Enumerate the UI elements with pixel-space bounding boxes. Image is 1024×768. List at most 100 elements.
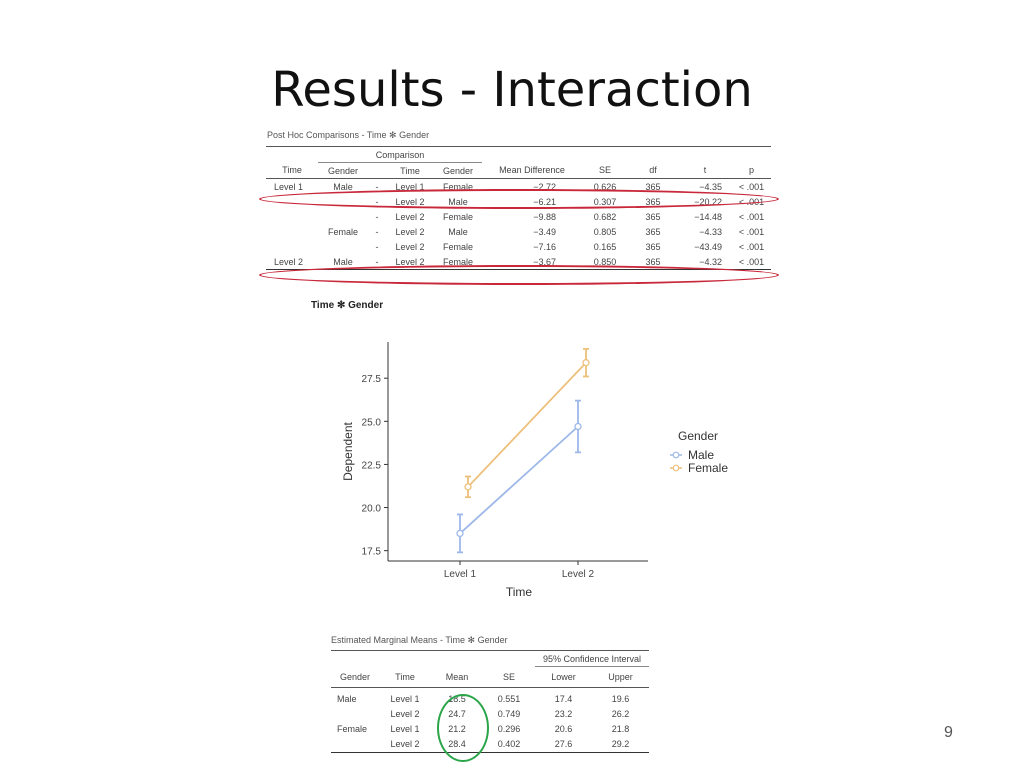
column-header: p <box>748 165 754 176</box>
column-header <box>368 163 386 179</box>
x-tick-label: Level 2 <box>562 569 595 580</box>
table-row: - Level 2 Female −9.88 0.682 365 −14.48 < .001 <box>266 209 771 224</box>
table-cell: - <box>375 211 379 222</box>
table-cell: 0.682 <box>593 211 617 222</box>
emm-group-header-row: 95% Confidence Interval <box>331 650 649 667</box>
column-header: Time <box>379 666 431 688</box>
table-cell: Male <box>333 181 353 192</box>
table-cell: 26.2 <box>611 709 630 719</box>
posthoc-table-title: Post Hoc Comparisons - Time ✻ Gender <box>267 130 430 140</box>
table-cell: < .001 <box>738 226 765 237</box>
table-cell: −14.48 <box>694 211 722 222</box>
comparison-header: Comparison <box>318 146 482 163</box>
column-header: Time <box>400 165 420 176</box>
data-point <box>456 529 464 538</box>
table-cell: Level 2 <box>395 241 425 252</box>
column-header: SE <box>598 165 611 176</box>
table-cell <box>266 239 318 254</box>
highlight-ellipse <box>259 265 779 285</box>
table-cell: −9.88 <box>533 211 556 222</box>
table-row: Level 1 Male - Level 1 Female −2.72 0.626 365 −4… <box>266 179 771 195</box>
table-cell: 0.626 <box>593 181 617 192</box>
column-header: df <box>649 165 657 176</box>
posthoc-group-header-row: Comparison <box>266 146 771 163</box>
table-cell: - <box>375 241 379 252</box>
table-cell: < .001 <box>738 181 765 192</box>
ci-header: 95% Confidence Interval <box>535 650 649 667</box>
x-tick-label: Level 1 <box>444 569 477 580</box>
table-cell: Male <box>337 694 357 704</box>
table-cell <box>318 209 368 224</box>
column-header: t <box>703 165 707 176</box>
table-cell <box>331 707 379 722</box>
table-cell: 20.6 <box>554 724 573 734</box>
table-cell: Female <box>442 211 473 222</box>
table-cell <box>318 239 368 254</box>
table-cell <box>266 209 318 224</box>
data-point <box>582 359 590 367</box>
legend-marker <box>672 451 680 459</box>
table-cell: - <box>375 181 379 192</box>
column-header: Upper <box>592 666 649 688</box>
table-cell: 365 <box>645 211 661 222</box>
table-cell: 0.296 <box>497 724 521 734</box>
emm-table: 95% Confidence Interval Gender Time Mean… <box>331 650 649 753</box>
table-cell: < .001 <box>732 254 771 270</box>
table-cell: Level 1 <box>395 181 425 192</box>
highlight-ellipse <box>259 189 779 209</box>
column-header: Time <box>282 165 302 176</box>
table-cell: Female <box>327 226 358 237</box>
legend-marker <box>672 464 680 472</box>
table-cell: - <box>375 226 379 237</box>
table-cell: 365 <box>645 241 661 252</box>
table-cell: 365 <box>645 181 661 192</box>
table-cell: 0.551 <box>497 694 521 704</box>
table-cell: Level 2 <box>395 211 425 222</box>
legend-label: Female <box>688 461 728 475</box>
table-cell: < .001 <box>738 211 765 222</box>
table-cell: −4.35 <box>699 181 722 192</box>
table-cell: 29.2 <box>592 736 649 753</box>
table-cell: 27.6 <box>535 736 592 753</box>
table-cell: 17.4 <box>554 694 573 704</box>
y-axis-title: Dependent <box>341 421 355 480</box>
table-row: Level 2 28.4 0.402 27.6 29.2 <box>331 736 649 753</box>
legend-title: Gender <box>678 429 718 443</box>
table-cell: 19.6 <box>611 694 630 704</box>
table-row: Female - Level 2 Male −3.49 0.805 365 −4.33 < .0… <box>266 224 771 239</box>
table-cell: Female <box>442 181 473 192</box>
y-tick-label: 22.5 <box>362 460 382 471</box>
table-row: Male Level 1 18.5 0.551 17.4 19.6 <box>331 687 649 707</box>
table-cell: Female <box>337 724 368 734</box>
table-cell: 0.805 <box>593 226 617 237</box>
column-header: Gender <box>331 666 379 688</box>
series-line <box>459 425 579 535</box>
emm-header-row: Gender Time Mean SE Lower Upper <box>331 666 649 688</box>
table-cell: 0.402 <box>483 736 535 753</box>
table-cell: < .001 <box>738 241 765 252</box>
x-axis-title: Time <box>506 585 533 599</box>
table-cell: 21.8 <box>611 724 630 734</box>
table-cell: 365 <box>645 226 661 237</box>
table-cell: 0.165 <box>593 241 617 252</box>
emm-table-title: Estimated Marginal Means - Time ✻ Gender <box>331 635 508 645</box>
table-row: - Level 2 Female −7.16 0.165 365 −43.49 < .001 <box>266 239 771 254</box>
table-row: Level 2 24.7 0.749 23.2 26.2 <box>331 707 649 722</box>
column-header: Mean Difference <box>499 165 565 176</box>
data-point <box>574 422 582 431</box>
table-cell: Female <box>442 241 473 252</box>
column-header: Mean <box>431 666 483 688</box>
y-tick-label: 20.0 <box>362 504 382 515</box>
table-row: Female Level 1 21.2 0.296 20.6 21.8 <box>331 722 649 737</box>
table-cell <box>266 224 318 239</box>
column-header: Gender <box>442 165 474 176</box>
column-header: Gender <box>327 165 359 176</box>
plot-heading: Time ✻ Gender <box>311 300 384 311</box>
column-header: Lower <box>535 666 592 688</box>
table-cell: −3.49 <box>533 226 556 237</box>
table-cell: 0.749 <box>497 709 521 719</box>
table-cell: −7.16 <box>533 241 556 252</box>
table-cell: Level 2 <box>390 709 420 719</box>
table-cell: −4.33 <box>699 226 722 237</box>
y-tick-label: 27.5 <box>362 374 382 385</box>
